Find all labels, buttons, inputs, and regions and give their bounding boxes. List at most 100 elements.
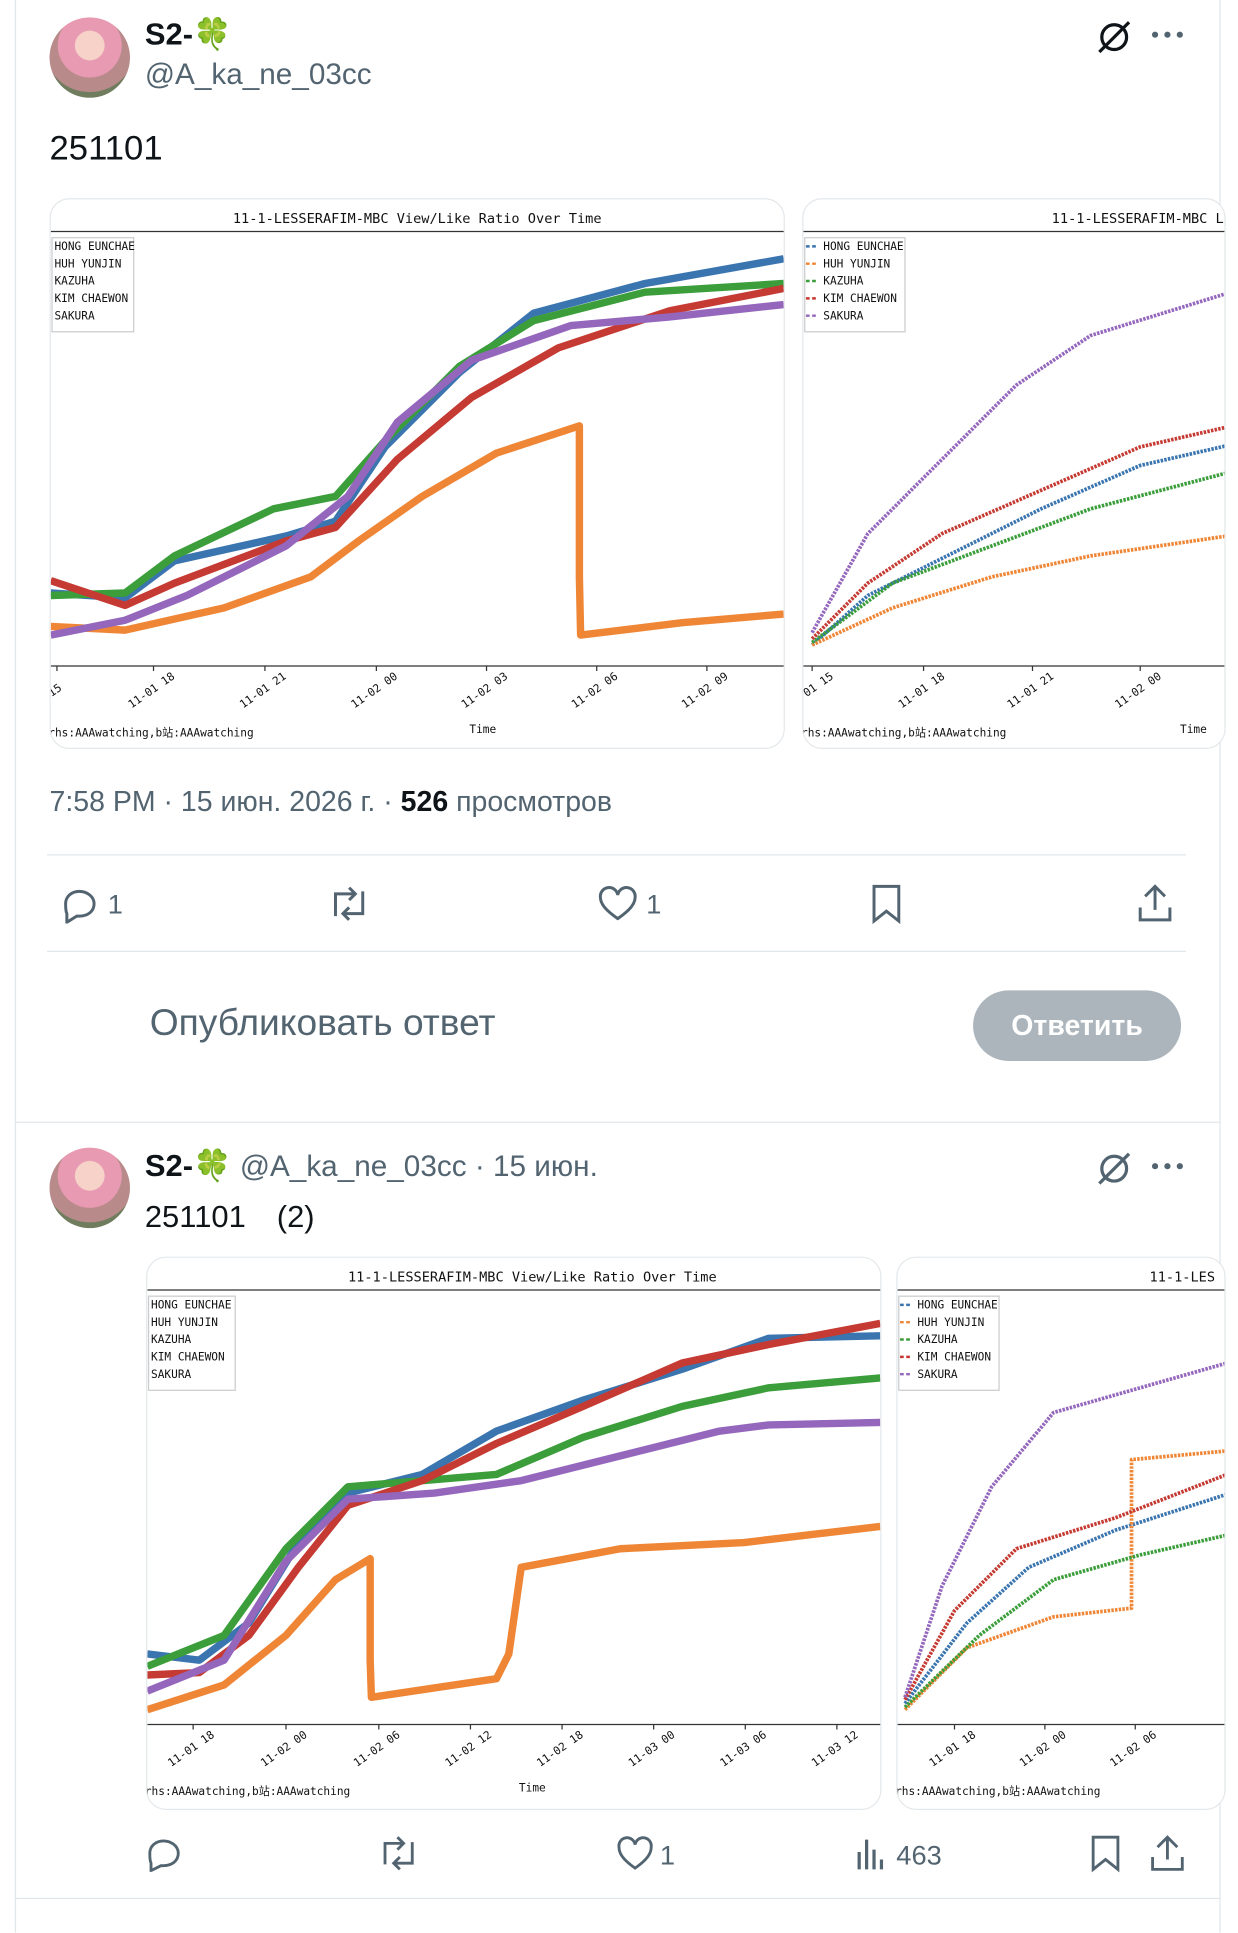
series-line bbox=[50, 279, 784, 600]
display-name[interactable]: S2-🍀 bbox=[144, 1148, 232, 1184]
chart-title: 11-1-LESSERAFIM-MBC View/Like Ratio Over… bbox=[233, 211, 602, 227]
avatar[interactable] bbox=[49, 17, 130, 98]
avatar[interactable] bbox=[49, 1147, 130, 1229]
legend-label: KAZUHA bbox=[151, 1333, 191, 1346]
like-count: 1 bbox=[659, 1839, 676, 1871]
chart-image[interactable]: 11-1-LESSERAFIM-MBC L HONG EUNCHAE HUH YUN… bbox=[802, 198, 1226, 749]
x-tick-label: 11-02 06 bbox=[351, 1728, 402, 1769]
series-line bbox=[811, 471, 1225, 645]
x-axis-label: Time bbox=[469, 723, 496, 736]
divider bbox=[47, 950, 1187, 953]
legend-box bbox=[804, 237, 906, 333]
chart: 11-1-LESSERAFIM-MBC View/Like Ratio Over… bbox=[50, 211, 784, 740]
series-line bbox=[810, 425, 1225, 641]
reply-icon[interactable] bbox=[145, 1835, 185, 1872]
chart-title: 11-1-LES bbox=[1150, 1269, 1216, 1285]
series-line bbox=[903, 1473, 1225, 1701]
credit: rhs:AAAwatching,b站:AAAwatching bbox=[51, 726, 254, 740]
series-line bbox=[50, 422, 784, 639]
border bbox=[1219, 0, 1221, 1933]
tweet-text: 251101 bbox=[49, 128, 163, 168]
legend-label: SAKURA bbox=[917, 1368, 957, 1381]
x-axis-label: Time bbox=[519, 1781, 546, 1794]
x-tick-label: 11-02 03 bbox=[459, 670, 510, 711]
like-count: 1 bbox=[646, 888, 662, 920]
legend-label: HONG EUNCHAE bbox=[823, 240, 903, 253]
x-tick-label: 11-02 06 bbox=[1108, 1728, 1159, 1769]
x-tick-label: 11-02 00 bbox=[258, 1728, 309, 1769]
tweet-header: S2-🍀 @A_ka_ne_03cc · 15 июн. bbox=[145, 1149, 598, 1185]
series-line bbox=[147, 1522, 881, 1714]
divider bbox=[47, 854, 1187, 856]
legend-label: HUH YUNJIN bbox=[917, 1316, 984, 1329]
display-name[interactable]: S2-🍀 bbox=[144, 17, 232, 52]
reply-count: 1 bbox=[107, 888, 123, 920]
chart-image[interactable]: 11-1-LES HONG EUNCHAE HUH YUNJIN KAZUHA KIM … bbox=[896, 1256, 1226, 1810]
repost-icon[interactable] bbox=[326, 884, 373, 924]
views-count: 463 bbox=[896, 1839, 942, 1871]
x-tick-label: 11-02 09 bbox=[679, 670, 730, 711]
legend-label: HUH YUNJIN bbox=[823, 257, 890, 270]
x-tick-label: 11-02 12 bbox=[443, 1728, 494, 1769]
x-tick-label: 11-01 18 bbox=[927, 1728, 978, 1769]
grok-icon[interactable] bbox=[1094, 17, 1134, 57]
share-icon[interactable] bbox=[1149, 1833, 1186, 1873]
more-icon[interactable] bbox=[1149, 1154, 1186, 1179]
legend-label: SAKURA bbox=[54, 309, 94, 322]
series-line bbox=[810, 292, 1225, 634]
border bbox=[14, 0, 17, 1933]
chart: 11-1-LESSERAFIM-MBC View/Like Ratio Over… bbox=[147, 1269, 881, 1798]
handle[interactable]: @A_ka_ne_03cc bbox=[239, 1150, 467, 1184]
legend-label: HONG EUNCHAE bbox=[151, 1299, 231, 1312]
more-icon[interactable] bbox=[1149, 22, 1186, 47]
handle[interactable]: @A_ka_ne_03cc bbox=[144, 58, 372, 92]
views-icon[interactable] bbox=[854, 1835, 889, 1872]
like-icon[interactable] bbox=[597, 884, 639, 924]
legend-box bbox=[898, 1295, 1000, 1391]
x-tick-label: 15 bbox=[51, 681, 64, 699]
legend-label: KAZUHA bbox=[823, 275, 863, 288]
views-count: 526 bbox=[400, 784, 449, 818]
x-tick-label: 11-02 06 bbox=[569, 670, 620, 711]
legend-label: HUH YUNJIN bbox=[151, 1316, 218, 1329]
x-tick-label: 11-01 18 bbox=[896, 670, 947, 711]
legend-label: KIM CHAEWON bbox=[917, 1351, 991, 1364]
x-tick-label: 11-03 06 bbox=[718, 1728, 769, 1769]
chart-image[interactable]: 11-1-LESSERAFIM-MBC View/Like Ratio Over… bbox=[146, 1256, 882, 1810]
repost-icon[interactable] bbox=[376, 1835, 421, 1872]
time: 7:58 PM · 15 июн. 2026 г. · bbox=[49, 784, 393, 818]
x-tick-label: 11-02 00 bbox=[1017, 1728, 1068, 1769]
timestamp: 7:58 PM · 15 июн. 2026 г. · 526 просмотр… bbox=[50, 785, 613, 818]
chart: 11-1-LESSERAFIM-MBC L HONG EUNCHAE HUH YUN… bbox=[803, 211, 1225, 740]
reply-input[interactable]: Опубликовать ответ bbox=[149, 1002, 496, 1044]
x-tick-label: 11-01 21 bbox=[1005, 670, 1056, 711]
x-tick-label: 11-01 15 bbox=[803, 670, 835, 711]
x-tick-label: 11-03 00 bbox=[626, 1728, 677, 1769]
bookmark-icon[interactable] bbox=[869, 883, 904, 925]
credit: rhs:AAAwatching,b站:AAAwatching bbox=[803, 726, 1006, 740]
series-line bbox=[147, 1418, 881, 1695]
chart-title: 11-1-LESSERAFIM-MBC L bbox=[1052, 211, 1224, 227]
legend-label: KAZUHA bbox=[917, 1333, 957, 1346]
divider bbox=[14, 1897, 1221, 1900]
series-line bbox=[147, 1374, 881, 1670]
legend-label: KIM CHAEWON bbox=[151, 1351, 225, 1364]
chart-image[interactable]: 11-1-LESSERAFIM-MBC View/Like Ratio Over… bbox=[49, 198, 785, 749]
credit: rhs:AAAwatching,b站:AAAwatching bbox=[147, 1784, 350, 1798]
series-line bbox=[903, 1533, 1225, 1709]
series-line bbox=[810, 444, 1225, 647]
chart-title: 11-1-LESSERAFIM-MBC View/Like Ratio Over… bbox=[348, 1269, 717, 1285]
x-tick-label: 11-01 18 bbox=[165, 1728, 216, 1769]
tweet-text: 251101 (2) bbox=[144, 1199, 315, 1235]
bookmark-icon[interactable] bbox=[1089, 1833, 1121, 1873]
share-icon[interactable] bbox=[1135, 883, 1175, 925]
reply-button[interactable]: Ответить bbox=[973, 990, 1182, 1061]
reply-icon[interactable] bbox=[58, 884, 100, 924]
series-line bbox=[903, 1449, 1225, 1711]
date[interactable]: · 15 июн. bbox=[474, 1150, 598, 1184]
grok-icon[interactable] bbox=[1094, 1149, 1134, 1189]
series-line bbox=[811, 534, 1225, 647]
series-line bbox=[903, 1493, 1225, 1705]
like-icon[interactable] bbox=[615, 1835, 655, 1872]
series-line bbox=[50, 284, 784, 610]
